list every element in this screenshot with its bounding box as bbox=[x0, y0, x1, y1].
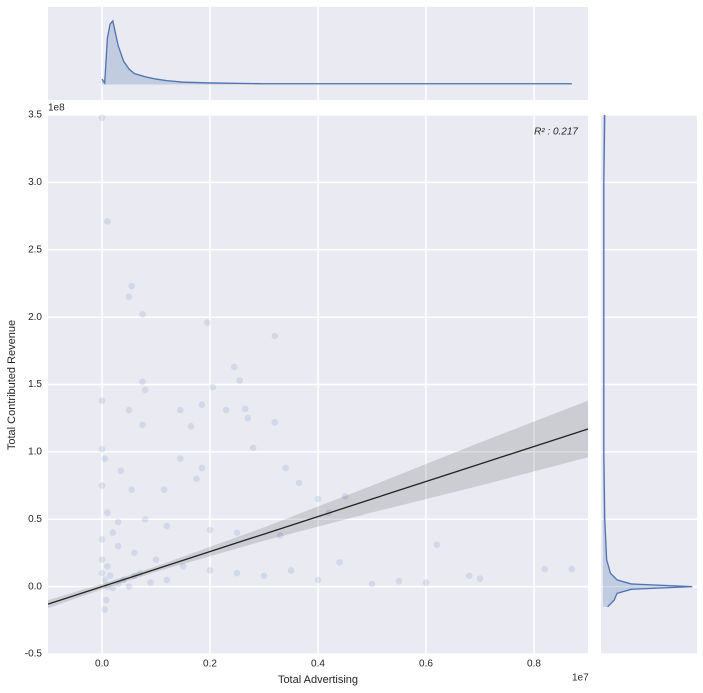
scatter-point bbox=[541, 565, 549, 573]
scatter-point bbox=[314, 495, 322, 503]
scatter-point bbox=[271, 418, 279, 426]
scatter-point bbox=[109, 529, 117, 537]
regression-line bbox=[47, 428, 589, 605]
scatter-point bbox=[336, 559, 343, 566]
scatter-point bbox=[177, 455, 184, 462]
scatter-point bbox=[128, 282, 135, 290]
scatter-point bbox=[568, 565, 576, 573]
scatter-point bbox=[276, 532, 284, 539]
scatter-point bbox=[125, 293, 133, 301]
scatter-point bbox=[98, 536, 106, 543]
scatter-point bbox=[368, 580, 376, 588]
scatter-point bbox=[206, 526, 214, 534]
scatter-point bbox=[106, 572, 114, 580]
scatter-point bbox=[101, 455, 108, 462]
y-tick-label: 2.0 bbox=[28, 312, 42, 323]
scatter-point bbox=[125, 406, 133, 414]
scatter-point bbox=[231, 363, 238, 371]
scatter-point bbox=[193, 475, 200, 483]
scatter-point bbox=[160, 486, 168, 493]
x-tick-label: 0.2 bbox=[203, 659, 217, 670]
x-axis-label: Total Advertising bbox=[278, 674, 358, 686]
scatter-point bbox=[244, 414, 252, 422]
scatter-point bbox=[204, 319, 211, 326]
y-tick-label: 1.5 bbox=[28, 379, 42, 390]
y-tick-label: 1.0 bbox=[28, 447, 42, 458]
scatter-point bbox=[152, 556, 160, 563]
scatter-point bbox=[104, 509, 111, 516]
scatter-point bbox=[233, 569, 241, 577]
scatter-point bbox=[98, 482, 106, 489]
scatter-point bbox=[282, 464, 289, 472]
scatter-point bbox=[114, 542, 122, 550]
scatter-point bbox=[98, 114, 106, 121]
x-tick-label: 0.4 bbox=[311, 659, 325, 670]
scatter-point bbox=[179, 563, 187, 570]
scatter-point bbox=[241, 405, 249, 413]
scatter-point bbox=[139, 421, 146, 429]
scatter-point bbox=[187, 422, 195, 430]
y-density-line bbox=[603, 114, 693, 608]
x-tick-label: 0.6 bbox=[419, 659, 433, 670]
x-tick-label: 0.8 bbox=[527, 659, 541, 670]
y-tick-label: 0.0 bbox=[28, 581, 42, 592]
y-tick-label: -0.5 bbox=[25, 649, 43, 660]
scatter-point bbox=[260, 572, 268, 580]
scatter-point bbox=[141, 515, 149, 523]
scatter-point bbox=[163, 576, 171, 584]
scatter-point bbox=[422, 579, 430, 586]
scatter-point bbox=[141, 386, 149, 394]
scatter-point bbox=[101, 576, 108, 584]
scatter-point bbox=[395, 577, 403, 585]
scatter-point bbox=[109, 584, 117, 592]
scatter-point bbox=[104, 563, 111, 570]
y-tick-label: 0.5 bbox=[28, 514, 42, 525]
scatter-point bbox=[314, 576, 322, 584]
scatter-point bbox=[206, 567, 214, 574]
scatter-point bbox=[177, 406, 184, 414]
x-tick-label: 0.0 bbox=[95, 659, 109, 670]
scatter-point bbox=[98, 556, 106, 563]
scatter-point bbox=[114, 518, 122, 526]
scatter-point bbox=[198, 464, 206, 472]
y-tick-label: 3.0 bbox=[28, 177, 42, 188]
scatter-point bbox=[163, 522, 171, 530]
scatter-point bbox=[131, 549, 138, 557]
scatter-point bbox=[236, 377, 243, 384]
y-offset-label: 1e8 bbox=[48, 103, 65, 114]
scatter-point bbox=[125, 583, 133, 590]
scatter-point bbox=[287, 567, 295, 574]
scatter-point bbox=[209, 383, 216, 391]
scatter-point bbox=[341, 493, 349, 500]
confidence-band bbox=[48, 400, 588, 609]
scatter-point bbox=[249, 444, 257, 452]
scatter-point bbox=[98, 397, 106, 404]
scatter-point bbox=[98, 569, 106, 577]
scatter-point bbox=[233, 529, 241, 537]
scatter-point bbox=[465, 572, 473, 580]
scatter-point bbox=[433, 541, 441, 549]
x-density-line bbox=[101, 19, 572, 85]
scatter-point bbox=[139, 311, 146, 318]
scatter-point bbox=[139, 378, 146, 386]
y-tick-label: 2.5 bbox=[28, 244, 42, 255]
scatter-point bbox=[147, 579, 154, 586]
scatter-point bbox=[101, 606, 108, 613]
scatter-point bbox=[271, 332, 279, 340]
annotation: R² : 0.217 bbox=[534, 127, 578, 138]
scatter-point bbox=[117, 467, 125, 475]
scatter-point bbox=[476, 575, 484, 582]
scatter-point bbox=[198, 401, 206, 409]
x-offset-label: 1e7 bbox=[572, 673, 589, 684]
scatter-point bbox=[103, 596, 110, 604]
y-axis-label: Total Contributed Revenue bbox=[6, 320, 18, 450]
scatter-point bbox=[98, 445, 106, 453]
scatter-point bbox=[128, 486, 135, 493]
y-tick-label: 3.5 bbox=[28, 110, 42, 121]
scatter-point bbox=[222, 406, 230, 414]
scatter-point bbox=[295, 479, 303, 487]
scatter-point bbox=[104, 218, 111, 225]
